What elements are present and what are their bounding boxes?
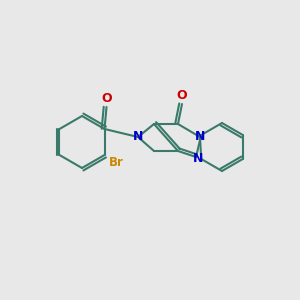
Text: O: O — [177, 89, 187, 102]
Text: N: N — [195, 130, 205, 143]
Text: N: N — [193, 152, 203, 166]
Text: Br: Br — [109, 155, 123, 169]
Text: N: N — [133, 130, 143, 143]
Text: O: O — [101, 92, 112, 105]
